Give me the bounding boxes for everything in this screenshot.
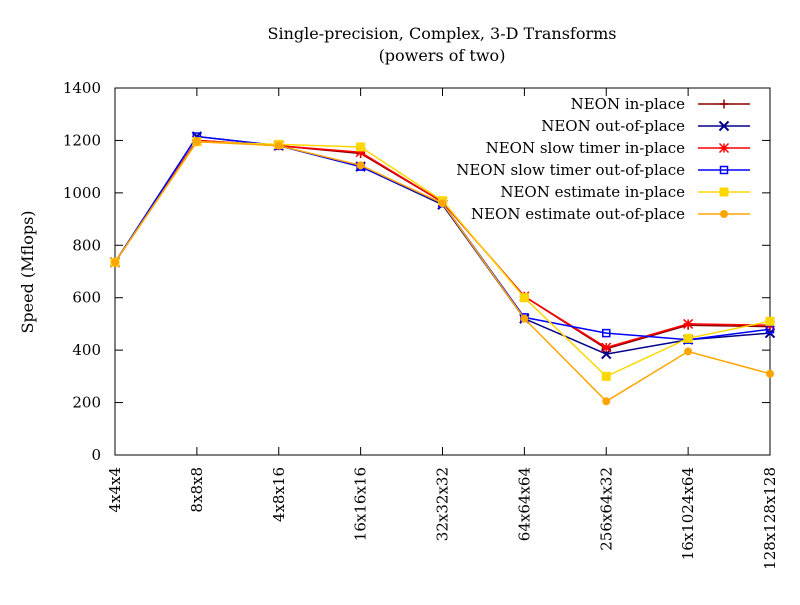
data-point (602, 328, 611, 338)
y-tick-label: 200 (72, 394, 101, 412)
data-point (111, 258, 119, 267)
data-point (356, 161, 365, 170)
legend-label: NEON estimate in-place (500, 183, 685, 201)
series-lines (109, 131, 776, 406)
data-point (192, 137, 201, 146)
series-5 (111, 137, 774, 406)
y-tick-label: 1400 (63, 79, 101, 97)
legend-marker (719, 187, 729, 197)
x-tick-label: 8x8x8 (188, 467, 206, 513)
x-axis: 4x4x4 8x8x8 4x8x16 16x16x16 32x32x32 64x64x64… (106, 88, 779, 570)
data-point (684, 347, 693, 356)
legend-marker (719, 99, 729, 109)
y-tick-label: 600 (72, 289, 101, 307)
data-point (765, 316, 775, 326)
legend-marker (718, 142, 730, 154)
x-tick-label: 16x1024x64 (679, 467, 697, 560)
legend-label: NEON estimate out-of-place (471, 205, 685, 223)
chart-subtitle: (powers of two) (379, 46, 506, 65)
y-axis-label: Speed (Mflops) (18, 210, 37, 333)
legend-marker (719, 165, 729, 175)
legend: NEON in-place NEON out-of-place NEON slow … (456, 95, 750, 223)
data-point (683, 333, 693, 343)
data-point (355, 147, 366, 158)
y-tick-label: 1200 (63, 131, 101, 149)
y-tick-label: 400 (72, 341, 101, 359)
data-point (601, 342, 612, 353)
chart-title: Single-precision, Complex, 3-D Transform… (267, 24, 616, 43)
data-point (602, 397, 611, 406)
data-point (601, 371, 611, 381)
y-axis: 0 200 400 600 800 1000 1200 1400 (63, 79, 770, 464)
data-point (683, 318, 694, 329)
legend-label: NEON in-place (571, 95, 686, 113)
legend-label: NEON out-of-place (541, 117, 685, 135)
x-tick-label: 64x64x64 (515, 467, 533, 541)
x-tick-label: 16x16x16 (352, 467, 370, 541)
data-point (274, 141, 283, 150)
data-point (438, 199, 447, 208)
x-tick-label: 128x128x128 (761, 467, 779, 570)
data-point (766, 369, 774, 378)
x-tick-label: 32x32x32 (434, 467, 452, 541)
x-tick-label: 4x8x16 (270, 467, 288, 522)
legend-marker (718, 120, 730, 132)
data-point (519, 293, 529, 303)
legend-label: NEON slow timer in-place (486, 139, 686, 157)
series-line (114, 140, 771, 403)
y-tick-label: 800 (72, 236, 101, 254)
legend-label: NEON slow timer out-of-place (456, 161, 685, 179)
x-tick-label: 256x64x32 (597, 467, 615, 551)
legend-marker (720, 210, 728, 218)
x-tick-label: 4x4x4 (106, 467, 124, 513)
y-tick-label: 0 (91, 446, 101, 464)
data-point (356, 142, 366, 152)
y-tick-label: 1000 (63, 184, 101, 202)
data-point (520, 314, 529, 323)
